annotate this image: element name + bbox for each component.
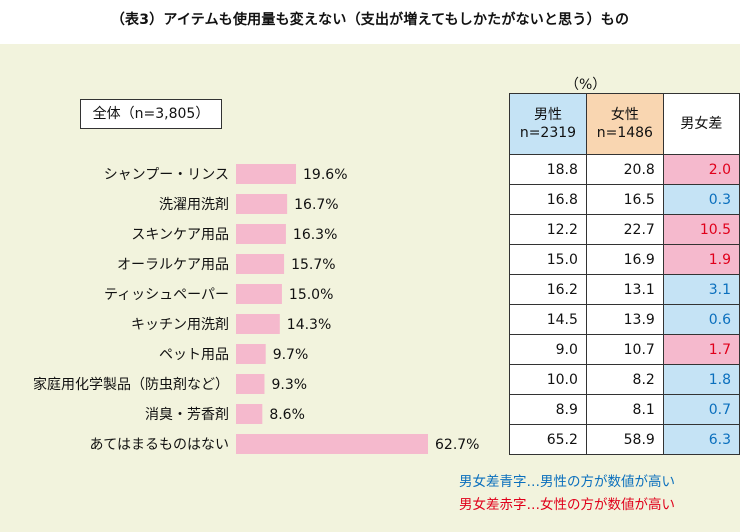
diff-header: 男女差 [662,93,740,155]
value-label: 8.6% [269,407,305,423]
table-row: 65.2 58.9 6.3 [509,424,740,455]
category-label: 洗濯用洗剤 [159,197,229,213]
category-label: ペット用品 [159,347,229,363]
female-value-cell: 16.9 [585,244,664,275]
bar [236,344,266,364]
value-label: 19.6% [303,167,347,183]
male-header-label: 男性 [533,107,562,123]
table-row: 16.2 13.1 3.1 [509,274,740,305]
value-label: 15.0% [289,287,333,303]
table-row: 15.0 16.9 1.9 [509,244,740,275]
total-sample-box: 全体（n=3,805） [80,99,222,129]
female-value-cell: 13.9 [585,304,664,335]
male-value-cell: 18.8 [509,154,587,185]
category-label: 消臭・芳香剤 [145,406,229,423]
note-male-higher: 男女差青字…男性の方が数値が高い [459,474,675,490]
diff-value-cell: 10.5 [662,214,740,245]
unit-label: （%） [565,77,607,93]
value-label: 16.3% [293,227,337,243]
value-label: 15.7% [291,257,335,273]
bar [236,284,282,304]
diff-value-cell: 6.3 [662,424,740,455]
female-value-cell: 58.9 [585,424,664,455]
bar [236,194,288,214]
page-title: （表3）アイテムも使用量も変えない（支出が増えてもしかたがないと思う）もの [110,12,630,28]
male-value-cell: 16.8 [509,184,587,215]
table-header-row: 男性 n=2319 女性 n=1486 男女差 [509,93,740,155]
table-row: 16.8 16.5 0.3 [509,184,740,215]
diff-value-cell: 3.1 [662,274,740,305]
male-header: 男性 n=2319 [509,93,587,155]
female-value-cell: 22.7 [585,214,664,245]
male-value-cell: 15.0 [509,244,587,275]
table-row: 18.8 20.8 2.0 [509,154,740,185]
male-value-cell: 8.9 [509,394,587,425]
bar [236,434,428,454]
category-label: キッチン用洗剤 [131,317,229,333]
male-header-n: n=2319 [519,125,577,141]
gender-difference-table: 男性 n=2319 女性 n=1486 男女差 18.8 20.8 2.0 16.8 1… [509,93,740,455]
category-label: あてはまるものはない [90,437,229,453]
diff-header-label: 男女差 [680,116,723,132]
male-value-cell: 9.0 [509,334,587,365]
diff-value-cell: 0.3 [662,184,740,215]
female-header: 女性 n=1486 [585,93,664,155]
diff-value-cell: 2.0 [662,154,740,185]
male-value-cell: 10.0 [509,364,587,395]
female-value-cell: 16.5 [585,184,664,215]
female-value-cell: 20.8 [585,154,664,185]
diff-value-cell: 1.7 [662,334,740,365]
table-row: 8.9 8.1 0.7 [509,394,740,425]
table-row: 14.5 13.9 0.6 [509,304,740,335]
category-label: オーラルケア用品 [117,257,229,273]
value-label: 9.3% [271,377,307,393]
diff-value-cell: 1.9 [662,244,740,275]
value-label: 62.7% [435,437,479,453]
bar [236,224,286,244]
male-value-cell: 16.2 [509,274,587,305]
female-value-cell: 10.7 [585,334,664,365]
bar [236,164,297,184]
male-value-cell: 14.5 [509,304,587,335]
female-header-label: 女性 [610,107,639,123]
female-value-cell: 13.1 [585,274,664,305]
category-label: シャンプー・リンス [104,167,229,183]
female-value-cell: 8.1 [585,394,664,425]
title-band: （表3）アイテムも使用量も変えない（支出が増えてもしかたがないと思う）もの [0,0,740,44]
diff-value-cell: 0.6 [662,304,740,335]
value-label: 9.7% [273,347,309,363]
category-label: 家庭用化学製品（防虫剤など） [33,376,229,393]
table-row: 9.0 10.7 1.7 [509,334,740,365]
table-row: 10.0 8.2 1.8 [509,364,740,395]
bar [236,374,265,394]
bar [236,404,263,424]
male-value-cell: 12.2 [509,214,587,245]
table-row: 12.2 22.7 10.5 [509,214,740,245]
female-header-n: n=1486 [596,125,653,141]
note-female-higher: 男女差赤字…女性の方が数値が高い [459,497,675,513]
female-value-cell: 8.2 [585,364,664,395]
male-value-cell: 65.2 [509,424,587,455]
value-label: 14.3% [287,317,331,333]
value-label: 16.7% [294,197,338,213]
category-label: ティッシュペーパー [104,287,229,303]
diff-value-cell: 0.7 [662,394,740,425]
bar [236,254,285,274]
bar [236,314,280,334]
category-label: スキンケア用品 [131,227,229,243]
diff-value-cell: 1.8 [662,364,740,395]
table-body: 18.8 20.8 2.0 16.8 16.5 0.3 12.2 22.7 10.5 15.0 16… [509,154,740,455]
